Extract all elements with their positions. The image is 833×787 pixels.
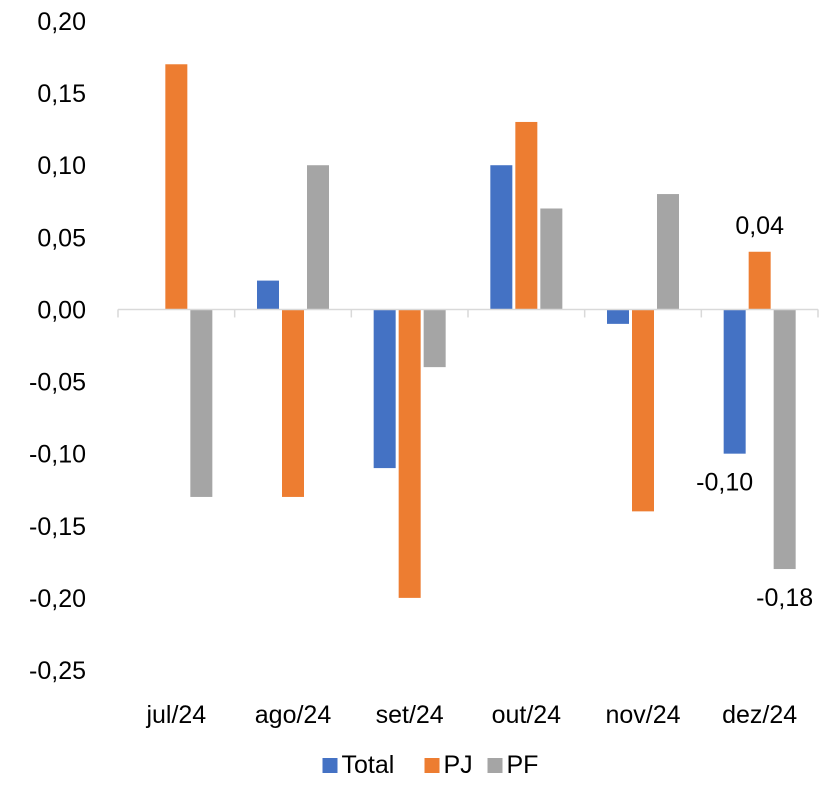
bar-total-1 [257,280,279,310]
x-tick-label: out/24 [492,701,562,729]
y-tick-label: 0,00 [37,296,86,324]
y-tick-label: 0,15 [37,80,86,108]
bar-pf-5 [773,309,796,570]
x-tick-label: nov/24 [605,701,680,729]
bar-total-2 [373,309,396,469]
x-axis-ticks: jul/24 ago/24 set/24 out/24 nov/24 dez/24 [145,701,797,729]
bar-pj-0 [165,64,188,310]
legend-swatch-total [322,758,338,773]
bar-pf-1 [307,165,329,310]
legend-swatch-pj [424,758,440,773]
bar-pj-3 [515,121,538,310]
x-tick-label: set/24 [376,701,444,729]
bar-pj-5 [748,251,771,310]
data-label: -0,10 [696,469,753,497]
legend-swatch-pf [487,758,503,773]
bar-total-4 [607,309,629,324]
y-axis-ticks: 0,20 0,15 0,10 0,05 0,00 -0,05 -0,10 -0,15 -0,20… [29,8,86,685]
bar-pf-3 [540,208,563,310]
y-tick-label: -0,05 [29,369,86,397]
bar-total-3 [490,165,513,310]
y-tick-label: 0,10 [37,152,86,180]
y-tick-label: -0,25 [29,657,86,685]
x-tick-label: jul/24 [145,701,206,729]
legend: Total PJ PF [322,751,539,779]
legend-label-pf: PF [507,751,539,779]
bar-pf-2 [423,309,446,368]
bar-total-5 [723,309,746,454]
bar-pj-4 [632,309,654,512]
bar-pf-0 [190,309,213,497]
y-tick-label: -0,20 [29,585,86,613]
data-labels: 0,04 -0,10 -0,18 [696,212,813,612]
bar-pf-4 [657,194,679,310]
bar-pj-1 [282,309,304,497]
x-axis [117,308,819,318]
legend-label-total: Total [342,751,395,779]
y-tick-label: 0,20 [37,8,86,36]
bars [165,64,796,598]
legend-label-pj: PJ [444,751,473,779]
data-label: 0,04 [735,212,784,240]
x-tick-label: dez/24 [722,701,797,729]
y-tick-label: 0,05 [37,224,86,252]
y-tick-label: -0,15 [29,513,86,541]
data-label: -0,18 [756,584,813,612]
y-tick-label: -0,10 [29,441,86,469]
x-tick-label: ago/24 [255,701,332,729]
bar-pj-2 [398,309,421,598]
